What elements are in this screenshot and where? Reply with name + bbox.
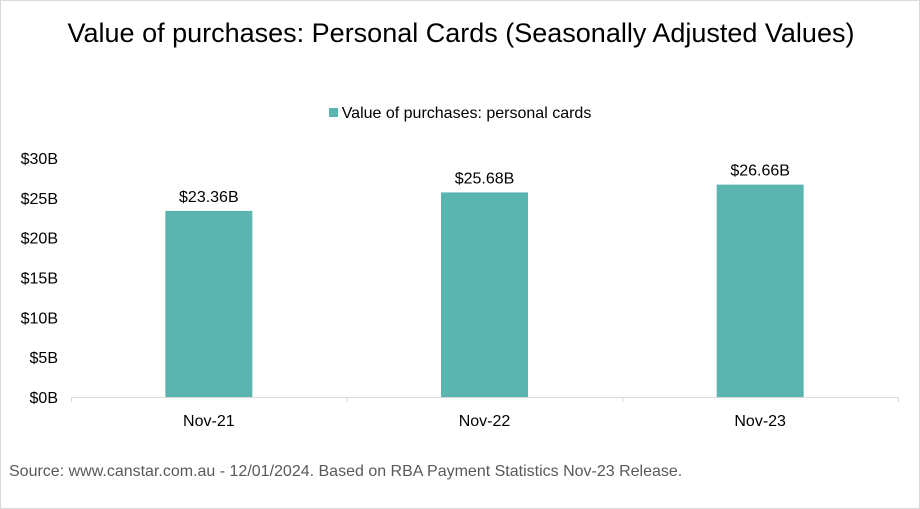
bar [165, 210, 253, 397]
data-label: $25.68B [455, 170, 515, 187]
source-note: Source: www.canstar.com.au - 12/01/2024.… [9, 463, 683, 480]
x-tick-label: Nov-22 [459, 413, 511, 430]
chart-legend: Value of purchases: personal cards [1, 105, 919, 123]
y-tick-label: $0B [30, 390, 58, 407]
data-label: $26.66B [730, 163, 790, 180]
x-axis: Nov-21 Nov-22 Nov-23 [71, 397, 899, 430]
chart-title: Value of purchases: Personal Cards (Seas… [67, 18, 855, 48]
legend-label: Value of purchases: personal cards [341, 105, 592, 122]
legend-swatch [328, 108, 338, 117]
y-tick-label: $30B [21, 151, 58, 168]
bar [441, 192, 528, 397]
bars: $23.36B $25.68B $26.66B [165, 163, 804, 397]
data-label: $23.36B [179, 189, 239, 206]
y-tick-label: $20B [21, 231, 58, 248]
y-tick-label: $15B [21, 271, 58, 288]
bar [716, 184, 804, 397]
y-tick-label: $10B [21, 310, 58, 327]
y-tick-label: $5B [30, 350, 58, 367]
y-axis: $0B $5B $10B $15B $20B $25B $30B [21, 151, 58, 407]
x-tick-label: Nov-21 [183, 413, 235, 430]
y-tick-label: $25B [21, 191, 58, 208]
x-tick-label: Nov-23 [734, 413, 786, 430]
